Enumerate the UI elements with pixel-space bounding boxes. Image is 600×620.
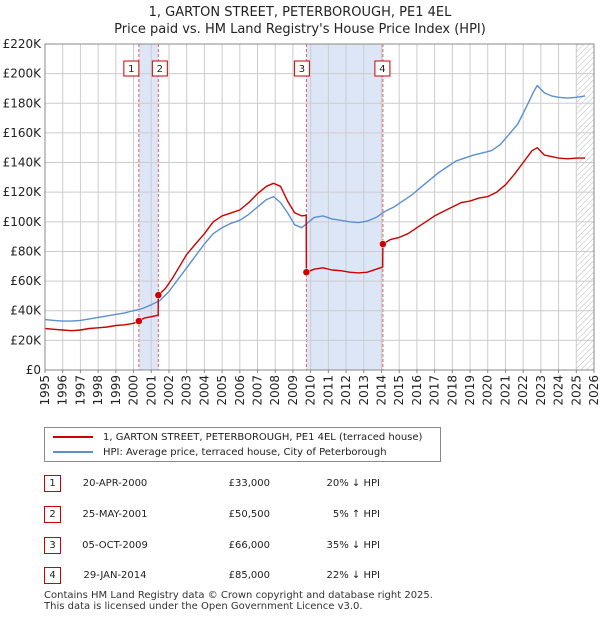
x-tick-label: 2004 bbox=[197, 375, 211, 406]
sale-price: £66,000 bbox=[228, 540, 270, 551]
sale-price: £33,000 bbox=[228, 478, 270, 489]
chart-subtitle: Price paid vs. HM Land Registry's House … bbox=[114, 22, 486, 37]
sale-number-box bbox=[151, 60, 168, 77]
sale-number-label: 1 bbox=[128, 64, 134, 75]
sale-hpi-diff: 5% ↑ HPI bbox=[332, 509, 380, 520]
sale-number-badge: 1 bbox=[44, 475, 61, 492]
x-tick-label: 2000 bbox=[127, 375, 141, 406]
sale-number-label: 4 bbox=[379, 64, 385, 75]
sale-number-box bbox=[374, 60, 391, 77]
shaded-period bbox=[138, 44, 159, 370]
x-tick-label: 1996 bbox=[56, 375, 70, 406]
x-tick-label: 2003 bbox=[180, 375, 194, 406]
x-tick-label: 2009 bbox=[286, 375, 300, 406]
x-tick-label: 2019 bbox=[463, 375, 477, 406]
footer-copyright: Contains HM Land Registry data © Crown c… bbox=[44, 590, 433, 601]
x-tick-label: 2018 bbox=[445, 375, 459, 406]
x-tick-label: 2006 bbox=[233, 375, 247, 406]
y-tick-label: £80K bbox=[10, 244, 42, 258]
x-tick-label: 1998 bbox=[91, 375, 105, 406]
legend-label-hpi: HPI: Average price, terraced house, City… bbox=[103, 446, 387, 458]
sale-point-marker bbox=[135, 317, 143, 325]
x-tick-label: 2012 bbox=[339, 375, 353, 406]
x-tick-label: 2013 bbox=[357, 375, 371, 406]
sale-hpi-diff: 20% ↓ HPI bbox=[326, 478, 380, 489]
chart-title-address: 1, GARTON STREET, PETERBOROUGH, PE1 4EL bbox=[148, 5, 452, 20]
y-tick-label: £160K bbox=[3, 126, 43, 140]
x-tick-label: 2023 bbox=[534, 375, 548, 406]
x-tick-label: 1997 bbox=[73, 375, 87, 406]
sale-number-badge: 4 bbox=[44, 567, 61, 584]
x-tick-label: 2022 bbox=[516, 375, 530, 406]
y-tick-label: £100K bbox=[3, 215, 43, 229]
sale-date: 20-APR-2000 bbox=[82, 478, 148, 489]
sale-row: 4 29-JAN-2014 £85,000 22% ↓ HPI bbox=[0, 567, 600, 585]
sale-row: 3 05-OCT-2009 £66,000 35% ↓ HPI bbox=[0, 537, 600, 555]
x-tick-label: 2008 bbox=[268, 375, 282, 406]
x-tick-label: 2025 bbox=[569, 375, 583, 406]
x-tick-label: 2020 bbox=[481, 375, 495, 406]
legend-label-property: 1, GARTON STREET, PETERBOROUGH, PE1 4EL … bbox=[103, 431, 423, 443]
y-tick-label: £200K bbox=[3, 67, 43, 81]
forecast-hatch bbox=[576, 44, 594, 370]
legend-swatch-property bbox=[53, 436, 93, 438]
shaded-period bbox=[306, 44, 383, 370]
sale-hpi-diff: 35% ↓ HPI bbox=[326, 540, 380, 551]
y-tick-label: £60K bbox=[10, 274, 42, 288]
sale-row: 2 25-MAY-2001 £50,500 5% ↑ HPI bbox=[0, 506, 600, 524]
sale-price: £50,500 bbox=[228, 509, 270, 520]
plot-frame bbox=[44, 43, 595, 371]
y-tick-label: £180K bbox=[3, 96, 43, 110]
sale-hpi-diff: 22% ↓ HPI bbox=[326, 570, 380, 581]
sale-number-badge: 2 bbox=[44, 506, 61, 523]
sale-point-marker bbox=[302, 268, 311, 276]
legend-item-hpi: HPI: Average price, terraced house, City… bbox=[53, 445, 387, 459]
sale-date: 29-JAN-2014 bbox=[83, 570, 147, 581]
y-tick-label: £220K bbox=[3, 37, 43, 51]
hpi-line bbox=[44, 84, 586, 322]
price-chart: 1 2 3 4 £0 £20K £40K £60K £80K £100K £120K £140K £1… bbox=[3, 37, 600, 406]
sale-date: 05-OCT-2009 bbox=[82, 540, 148, 551]
x-tick-label: 2026 bbox=[587, 375, 600, 406]
footer-license: This data is licensed under the Open Gov… bbox=[44, 601, 363, 612]
y-tick-label: £120K bbox=[3, 185, 43, 199]
y-tick-label: £40K bbox=[10, 304, 42, 318]
sale-number-label: 3 bbox=[299, 64, 305, 75]
chart-legend: 1, GARTON STREET, PETERBOROUGH, PE1 4EL … bbox=[44, 427, 441, 462]
x-tick-label: 2024 bbox=[552, 375, 566, 406]
x-tick-label: 2015 bbox=[392, 375, 406, 406]
x-tick-label: 2007 bbox=[251, 375, 265, 406]
x-tick-label: 2011 bbox=[321, 375, 335, 406]
sale-number-label: 2 bbox=[157, 64, 163, 75]
y-tick-label: £20K bbox=[10, 333, 42, 347]
sale-point-marker bbox=[379, 240, 387, 248]
y-tick-label: £140K bbox=[3, 156, 43, 170]
sale-price: £85,000 bbox=[228, 570, 270, 581]
legend-swatch-hpi bbox=[53, 451, 93, 453]
sale-number-box bbox=[293, 60, 310, 77]
y-tick-label: £0 bbox=[26, 363, 41, 377]
x-tick-label: 2016 bbox=[410, 375, 424, 406]
sale-number-badge: 3 bbox=[44, 537, 61, 554]
x-tick-label: 2002 bbox=[162, 375, 176, 406]
sale-number-box bbox=[123, 60, 140, 77]
sale-row: 1 20-APR-2000 £33,000 20% ↓ HPI bbox=[0, 475, 600, 493]
x-tick-label: 1995 bbox=[38, 375, 52, 406]
x-tick-label: 2021 bbox=[498, 375, 512, 406]
sale-date: 25-MAY-2001 bbox=[82, 509, 148, 520]
x-tick-label: 1999 bbox=[109, 375, 123, 406]
x-tick-label: 2005 bbox=[215, 375, 229, 406]
x-tick-label: 2001 bbox=[144, 375, 158, 406]
sale-point-marker bbox=[154, 291, 163, 299]
legend-item-property: 1, GARTON STREET, PETERBOROUGH, PE1 4EL … bbox=[53, 430, 422, 444]
x-tick-label: 2010 bbox=[304, 375, 318, 406]
x-tick-label: 2017 bbox=[428, 375, 442, 406]
x-tick-label: 2014 bbox=[374, 375, 388, 406]
